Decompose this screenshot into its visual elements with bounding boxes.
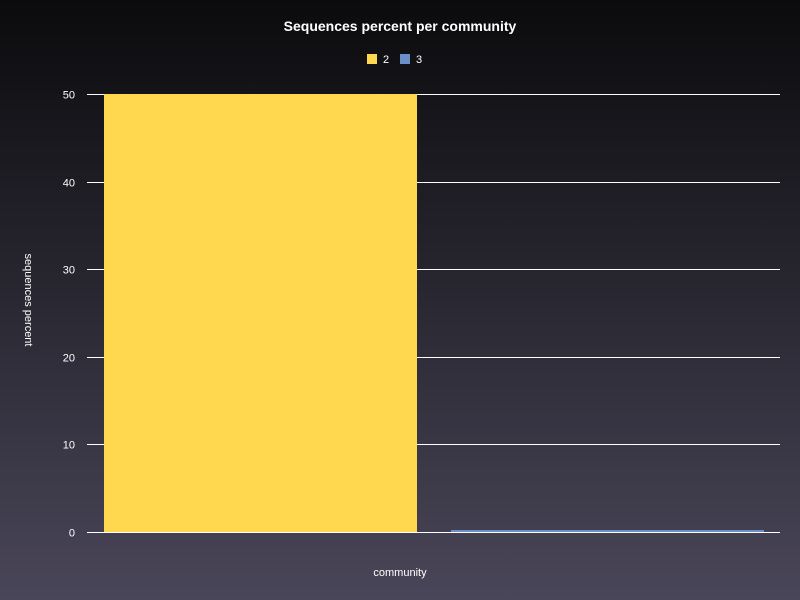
y-tick-label: 10 (63, 440, 75, 452)
legend-label: 3 (416, 54, 422, 66)
y-axis-label: sequences percent (22, 254, 34, 347)
y-axis-ticks: 0 10 20 30 40 50 (63, 90, 75, 540)
y-tick-label: 30 (63, 265, 75, 277)
y-tick-label: 40 (63, 178, 75, 190)
x-axis-label: community (373, 567, 427, 579)
chart-title: Sequences percent per community (284, 18, 517, 34)
legend-swatch-2 (367, 54, 377, 64)
y-tick-label: 0 (69, 528, 75, 540)
legend-label: 2 (383, 54, 389, 66)
legend-swatch-3 (400, 54, 410, 64)
bar-series-3 (451, 530, 764, 532)
bars (104, 94, 764, 532)
bar-series-2 (104, 94, 417, 532)
y-tick-label: 20 (63, 353, 75, 365)
y-tick-label: 50 (63, 90, 75, 102)
